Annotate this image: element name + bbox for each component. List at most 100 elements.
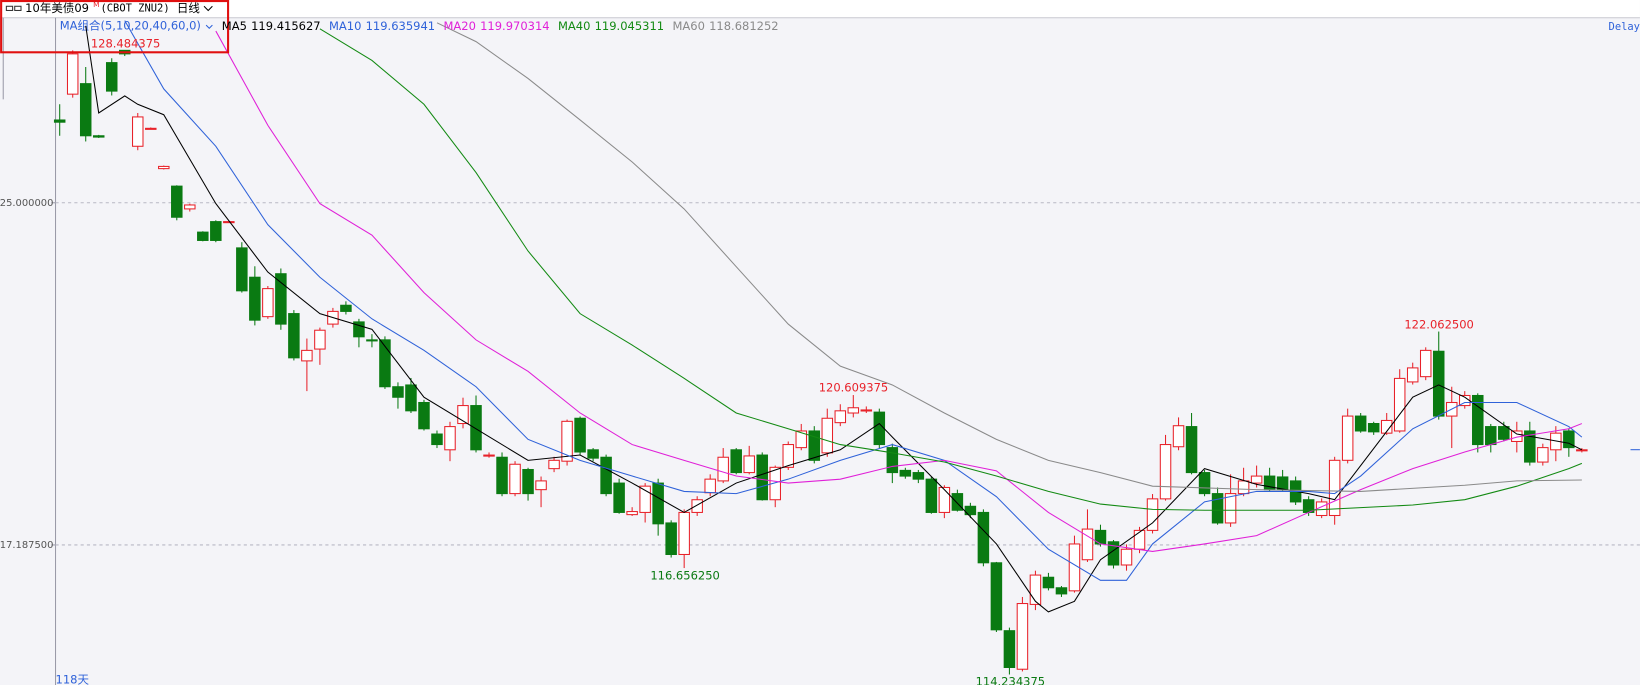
candle-body <box>899 469 912 477</box>
candle-body <box>873 411 886 446</box>
candle-body <box>1563 430 1575 449</box>
candle-body <box>1250 475 1263 484</box>
candle-body <box>600 456 612 495</box>
legend-value: 119.635941 <box>366 19 436 33</box>
period[interactable]: 日线 <box>177 1 200 15</box>
days: 118天 <box>56 672 90 685</box>
candle-body <box>1107 541 1120 566</box>
legend-entry: MA20 119.970314 <box>443 19 549 33</box>
candle-body <box>366 339 378 342</box>
toolbar <box>0 0 1640 18</box>
candle-body <box>1172 425 1185 448</box>
candle-body <box>1185 426 1198 474</box>
ma-line <box>319 28 1583 511</box>
candle-body <box>405 384 417 412</box>
legend-entry: MA40 119.045311 <box>558 19 664 33</box>
candle-body <box>418 401 430 430</box>
candle-body <box>53 119 66 123</box>
candle-body <box>262 288 274 318</box>
candle-body <box>301 349 313 362</box>
ma-line <box>85 25 1583 613</box>
legend-value: 118.681252 <box>709 19 779 33</box>
legend-name: MA20 <box>443 19 475 33</box>
candle-body <box>665 522 677 556</box>
legend-name: MA10 <box>329 19 361 33</box>
candle-body <box>1133 529 1146 550</box>
candle-body <box>548 459 560 470</box>
candle-body <box>1159 444 1172 500</box>
candle-body <box>964 505 977 516</box>
extreme-label: 122.062500 <box>1404 318 1474 332</box>
candle-body <box>1055 587 1068 595</box>
candle-body <box>340 304 352 312</box>
candle-body <box>275 273 287 325</box>
candle-body <box>1367 422 1380 433</box>
candle-body <box>626 511 638 516</box>
candle-body <box>756 454 768 501</box>
legend-name: MA40 <box>558 19 590 33</box>
candle-body <box>1524 430 1536 463</box>
ma-line <box>436 22 1582 492</box>
highlight-box <box>0 0 230 54</box>
candle-body <box>1224 493 1237 524</box>
candle-body <box>92 135 105 138</box>
candle-body <box>158 165 170 170</box>
candle-body <box>132 116 144 147</box>
plot: 125.000000 117.187500 128.484375 122.062500… <box>0 20 1640 685</box>
legend-value: 119.970314 <box>480 19 550 33</box>
candle-body <box>66 53 79 95</box>
candle-body <box>522 468 534 495</box>
extreme-label: 128.484375 <box>91 36 161 50</box>
candle-body <box>730 449 742 474</box>
instrument-flag: M <box>93 0 99 9</box>
candle-body <box>379 339 391 388</box>
ma-dropdown[interactable] <box>205 24 213 29</box>
candle-body <box>1276 476 1289 491</box>
candle-body <box>249 276 261 321</box>
candle-body <box>79 83 92 137</box>
candle-body <box>782 444 795 468</box>
candle-body <box>444 426 456 451</box>
candle-body <box>652 482 664 525</box>
candle-body <box>1498 426 1510 440</box>
candle-body <box>704 478 716 494</box>
legend-entry: MA10 119.635941 <box>329 19 435 33</box>
ma-line <box>124 20 1583 581</box>
candle-body <box>496 456 508 495</box>
candle-body <box>847 407 860 414</box>
candle-body <box>886 447 899 474</box>
candle-body <box>392 386 404 398</box>
candle-body <box>1537 447 1549 463</box>
candle-body <box>288 313 300 359</box>
candle-body <box>743 455 755 474</box>
candle-body <box>210 221 222 241</box>
candle-body <box>1472 394 1484 446</box>
ma-line <box>215 30 1583 552</box>
candle-body <box>834 410 847 424</box>
candle-body <box>925 478 938 513</box>
candle-body <box>1081 528 1094 561</box>
candle-body <box>860 409 873 412</box>
candle-body <box>184 204 196 210</box>
ma-group[interactable]: MA组合(5,10,20,40,60,0) <box>60 19 201 33</box>
instrument-code: (CBOT ZNU2) <box>100 2 169 14</box>
candle-body <box>223 221 235 224</box>
candle-body <box>1016 603 1029 670</box>
candle-body <box>470 405 482 451</box>
candle-body <box>613 482 625 513</box>
candle-body <box>977 511 990 564</box>
candle-body <box>587 449 599 459</box>
candle-body <box>145 127 157 130</box>
candle-body <box>171 185 183 218</box>
candle-body <box>431 433 443 446</box>
instrument-icon <box>5 5 22 11</box>
candle-body <box>1393 377 1406 432</box>
y-tick-label: 125.000000 <box>0 198 53 209</box>
legend-name: MA60 <box>672 19 704 33</box>
candle-body <box>1380 419 1393 434</box>
candle-body <box>535 480 547 491</box>
candle-body <box>769 466 781 501</box>
candle-body <box>1328 459 1341 517</box>
candle-body <box>1003 630 1016 669</box>
period-dropdown[interactable] <box>203 5 213 12</box>
